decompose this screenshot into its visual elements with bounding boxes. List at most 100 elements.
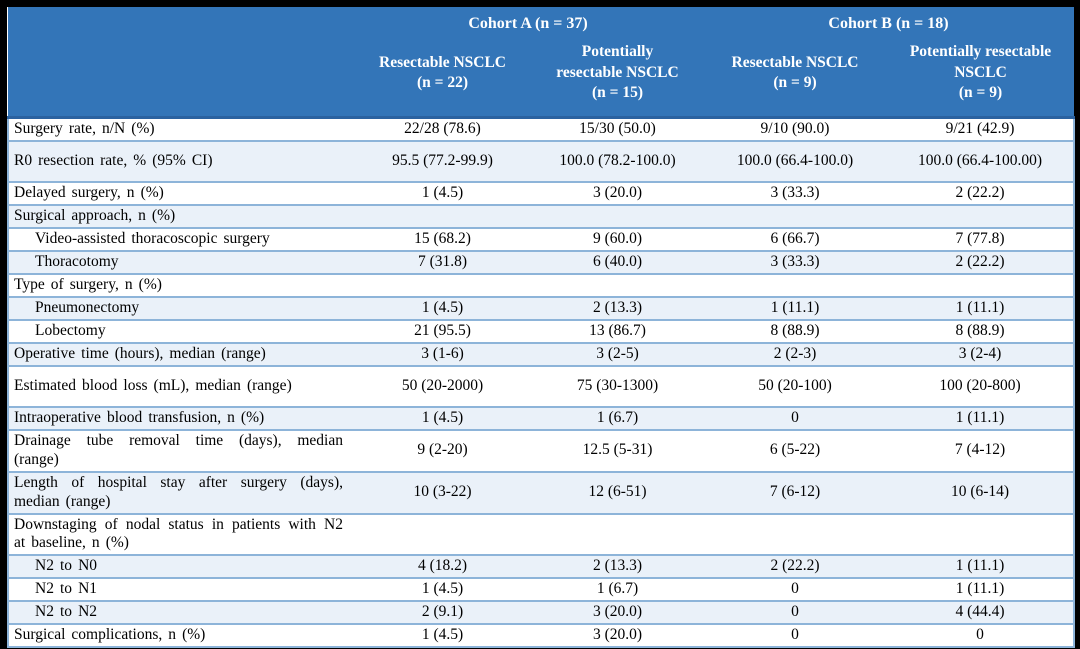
cell-value: 7 (4-12) [887,429,1076,473]
row-label: Delayed surgery, n (%) [7,181,353,206]
table-row: Intraoperative blood transfusion, n (%) 1… [7,406,1076,431]
cell-value: 9/10 (90.0) [703,117,887,142]
cell-value: 6 (66.7) [703,227,887,252]
column-header-row: Resectable NSCLC (n = 22) Potentially re… [8,36,1075,119]
table-header: Cohort A (n = 37) Cohort B (n = 18) Rese… [8,7,1075,119]
column-header-potentially-resectable-a: Potentially resectable NSCLC (n = 15) [532,36,703,119]
cell-value: 3 (1-6) [353,342,532,367]
cell-value: 2 (13.3) [532,555,703,580]
cell-value: 1 (11.1) [887,296,1076,321]
column-header-resectable-a: Resectable NSCLC (n = 22) [353,36,532,119]
cell-value [887,513,1076,557]
cell-value: 100 (20-800) [887,365,1076,408]
cell-value: 100.0 (66.4-100.0) [703,140,887,183]
cell-value: 1 (6.7) [532,578,703,603]
row-label: Thoracotomy [7,250,353,275]
table-row: N2 to N0 4 (18.2) 2 (13.3) 2 (22.2) 1 (11.1) [7,555,1076,580]
cell-value: 6 (5-22) [703,429,887,473]
cell-value: 1 (11.1) [887,555,1076,580]
column-header-resectable-b: Resectable NSCLC (n = 9) [703,36,887,119]
row-label: R0 resection rate, % (95% CI) [7,140,353,183]
table-row: Drainage tube removal time (days), media… [7,429,1076,473]
cell-value: 3 (2-5) [532,342,703,367]
cell-value: 13 (86.7) [532,319,703,344]
cell-value: 0 [887,624,1076,649]
row-label: Downstaging of nodal status in patients … [7,513,353,557]
table-row: Type of surgery, n (%) [7,273,1076,298]
cell-value: 2 (22.2) [887,250,1076,275]
table-row: Surgical approach, n (%) [7,204,1076,229]
row-label: Intraoperative blood transfusion, n (%) [7,406,353,431]
row-label: Lobectomy [7,319,353,344]
row-label: Video-assisted thoracoscopic surgery [7,227,353,252]
column-header-potentially-resectable-b: Potentially resectable NSCLC (n = 9) [887,36,1075,119]
cohort-a-header: Cohort A (n = 37) [353,7,703,36]
row-label: Pneumonectomy [7,296,353,321]
table-row: Surgical complications, n (%) 1 (4.5) 3 (2… [7,624,1076,649]
cell-value: 2 (22.2) [887,181,1076,206]
cell-value: 1 (11.1) [887,578,1076,603]
cell-value: 0 [703,406,887,431]
cell-value: 6 (40.0) [532,250,703,275]
cell-value: 1 (6.7) [532,406,703,431]
cell-value: 1 (4.5) [353,296,532,321]
cell-value [887,273,1076,298]
row-label: N2 to N1 [7,578,353,603]
table-body: Surgery rate, n/N (%) 22/28 (78.6) 15/30 (… [7,117,1076,649]
cell-value: 7 (6-12) [703,471,887,515]
surgical-outcomes-table: Cohort A (n = 37) Cohort B (n = 18) Rese… [7,7,1076,649]
cell-value: 4 (18.2) [353,555,532,580]
corner-cell [8,36,353,119]
cell-value: 2 (9.1) [353,601,532,626]
cell-value: 0 [703,601,887,626]
cell-value: 15 (68.2) [353,227,532,252]
cohort-header-row: Cohort A (n = 37) Cohort B (n = 18) [8,7,1075,36]
cell-value: 15/30 (50.0) [532,117,703,142]
cell-value [703,513,887,557]
cell-value: 1 (4.5) [353,406,532,431]
row-label: Surgical complications, n (%) [7,624,353,649]
cell-value: 1 (4.5) [353,624,532,649]
cell-value: 3 (2-4) [887,342,1076,367]
cell-value: 3 (33.3) [703,181,887,206]
row-label: Operative time (hours), median (range) [7,342,353,367]
table-row: N2 to N2 2 (9.1) 3 (20.0) 0 4 (44.4) [7,601,1076,626]
row-label: Surgery rate, n/N (%) [7,117,353,142]
cell-value: 2 (2-3) [703,342,887,367]
cell-value [532,204,703,229]
cell-value: 4 (44.4) [887,601,1076,626]
row-label: Estimated blood loss (mL), median (range… [7,365,353,408]
cohort-b-header: Cohort B (n = 18) [703,7,1075,36]
cell-value: 1 (11.1) [703,296,887,321]
table-row: Surgery rate, n/N (%) 22/28 (78.6) 15/30 (… [7,117,1076,142]
cell-value: 9/21 (42.9) [887,117,1076,142]
cell-value: 22/28 (78.6) [353,117,532,142]
cell-value: 7 (77.8) [887,227,1076,252]
table-row: Estimated blood loss (mL), median (range… [7,365,1076,408]
cell-value: 2 (22.2) [703,555,887,580]
cell-value: 3 (33.3) [703,250,887,275]
cell-value [353,204,532,229]
cell-value: 12.5 (5-31) [532,429,703,473]
cell-value: 1 (4.5) [353,181,532,206]
table-row: Delayed surgery, n (%) 1 (4.5) 3 (20.0) 3 (… [7,181,1076,206]
cell-value [887,204,1076,229]
table-row: N2 to N1 1 (4.5) 1 (6.7) 0 1 (11.1) [7,578,1076,603]
table-sheet: Cohort A (n = 37) Cohort B (n = 18) Rese… [7,7,1076,649]
cell-value: 100.0 (66.4-100.00) [887,140,1076,183]
cell-value: 9 (2-20) [353,429,532,473]
cell-value: 8 (88.9) [703,319,887,344]
row-label: Surgical approach, n (%) [7,204,353,229]
cell-value: 12 (6-51) [532,471,703,515]
cell-value: 9 (60.0) [532,227,703,252]
cell-value: 95.5 (77.2-99.9) [353,140,532,183]
table-row: Video-assisted thoracoscopic surgery 15 (… [7,227,1076,252]
table-row: R0 resection rate, % (95% CI) 95.5 (77.2-… [7,140,1076,183]
table-row: Downstaging of nodal status in patients … [7,513,1076,557]
table-row: Lobectomy 21 (95.5) 13 (86.7) 8 (88.9) 8 (88… [7,319,1076,344]
row-label: Drainage tube removal time (days), media… [7,429,353,473]
cell-value: 3 (20.0) [532,624,703,649]
table-row: Thoracotomy 7 (31.8) 6 (40.0) 3 (33.3) 2 (22… [7,250,1076,275]
cell-value: 0 [703,578,887,603]
